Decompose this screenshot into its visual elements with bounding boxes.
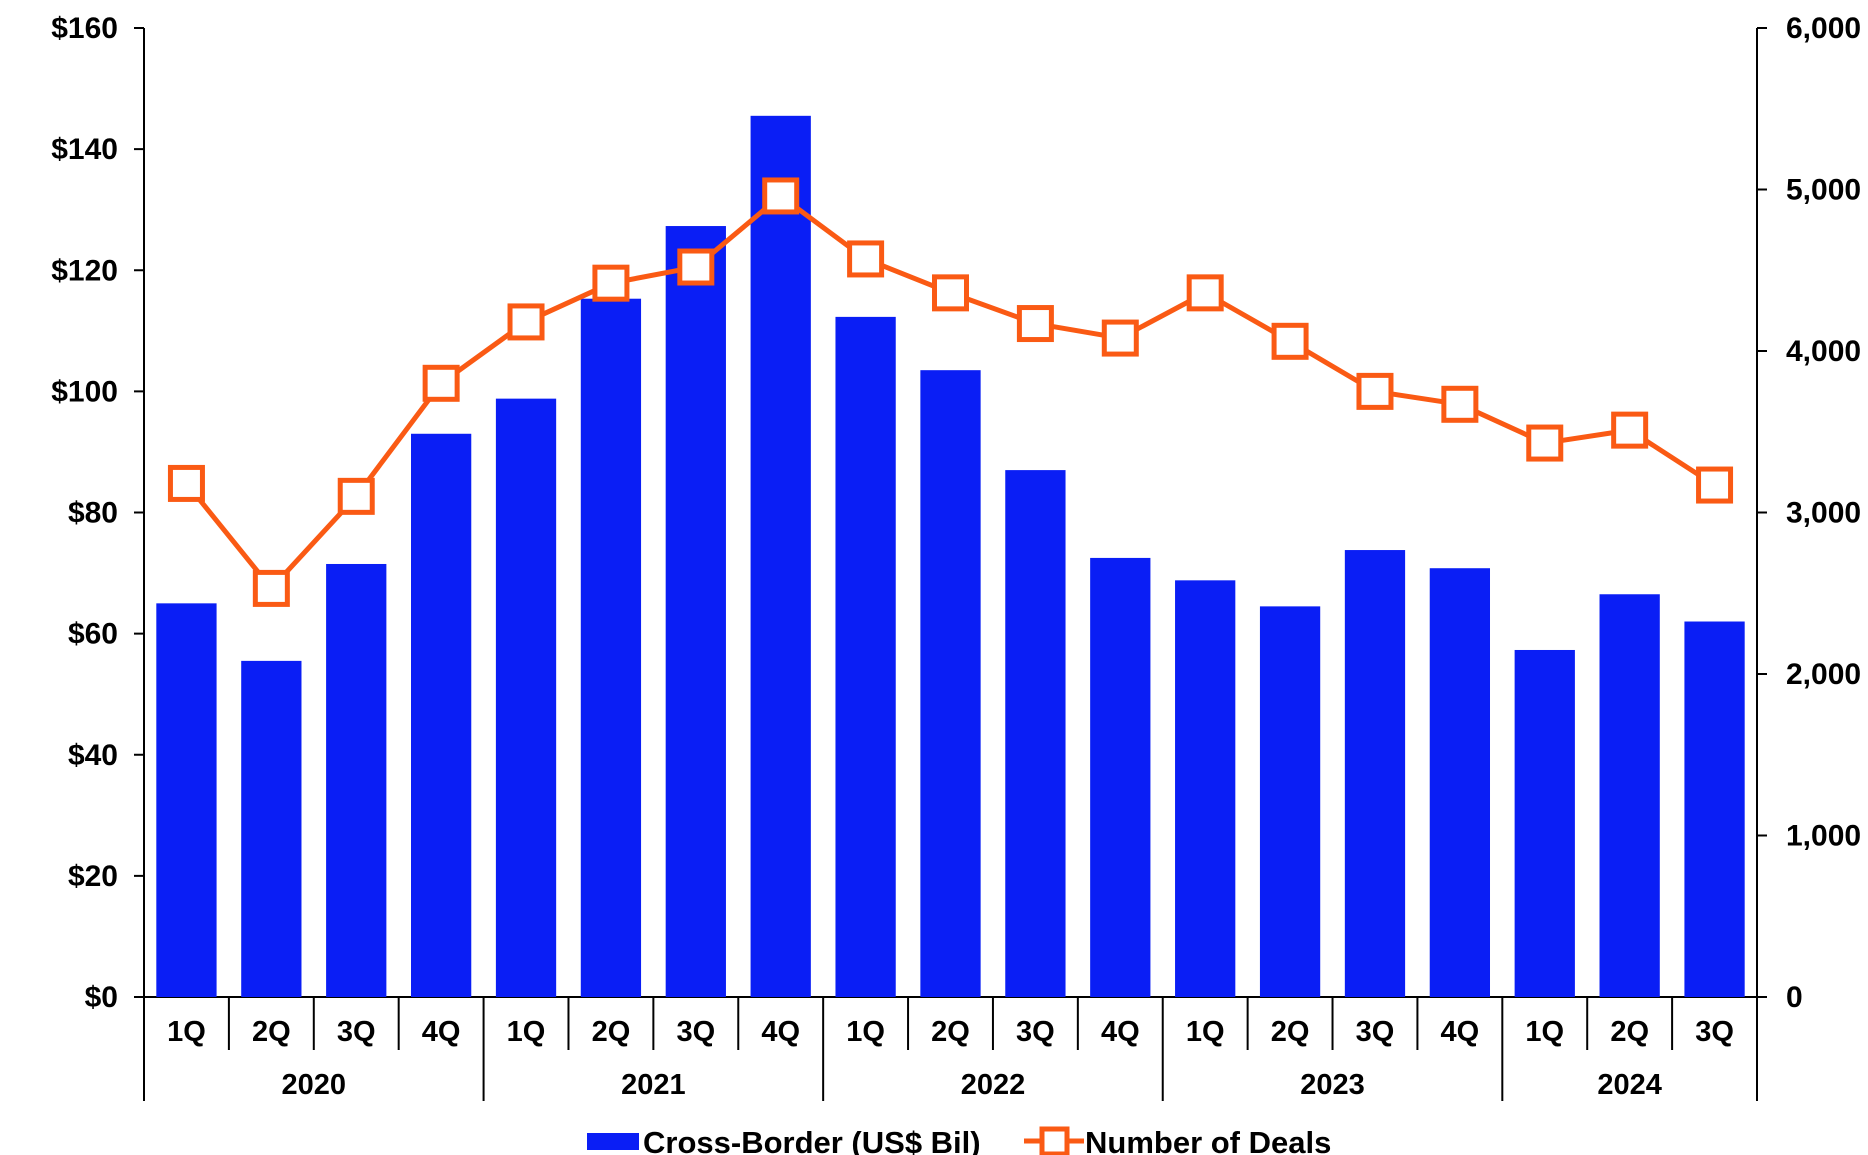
left-axis-ticks: $0 $20 $40 $60 $80 $100 $120 $140 $160 [51,12,144,1014]
deals-marker [167,464,205,502]
quarter-label: 4Q [1101,1016,1140,1048]
quarter-label: 3Q [1695,1016,1734,1048]
quarter-label: 2Q [1271,1016,1310,1048]
left-tick-label: $140 [51,133,118,166]
bar [241,660,302,997]
deals-marker [1441,385,1479,423]
deals-marker [1101,319,1139,357]
quarter-label: 2Q [1610,1016,1649,1048]
left-tick-label: $0 [85,981,118,1014]
legend-label-line: Number of Deals [1085,1125,1331,1155]
right-axis-ticks: 0 1,000 2,000 3,000 4,000 5,000 6,000 [1757,12,1861,1014]
left-tick-label: $40 [68,739,118,772]
quarter-label: 4Q [1441,1016,1480,1048]
left-tick-label: $60 [68,618,118,651]
quarter-label: 1Q [1525,1016,1564,1048]
legend: Cross-Border (US$ Bil) Number of Deals [587,1125,1331,1155]
deals-marker [507,303,545,341]
deals-marker [422,364,460,402]
quarter-label: 3Q [676,1016,715,1048]
deals-marker [932,274,969,312]
bar [1005,470,1066,997]
bar [1090,557,1151,997]
bar [1684,621,1745,997]
year-label: 2024 [1597,1069,1662,1101]
right-tick-label: 6,000 [1786,12,1861,45]
bar [495,398,557,998]
year-label: 2021 [621,1069,686,1101]
bar [580,298,642,998]
deals-marker [847,240,885,278]
bar-series [156,115,1745,998]
deals-marker [337,477,375,515]
deals-marker [1526,424,1564,462]
bar [835,316,896,997]
deals-marker [677,248,715,286]
quarter-label: 3Q [1016,1016,1055,1048]
quarter-label: 2Q [592,1016,631,1048]
year-label: 2020 [282,1069,347,1101]
deals-marker [1611,411,1649,449]
quarter-label: 3Q [1356,1016,1395,1048]
deals-marker [252,569,290,607]
quarter-label: 1Q [507,1016,546,1048]
line-series [167,177,1734,607]
left-tick-label: $80 [68,497,118,530]
bar [156,603,217,997]
bar [1344,550,1406,997]
quarter-label: 4Q [422,1016,461,1048]
bar [410,433,472,997]
bar [1175,580,1236,997]
right-tick-label: 0 [1786,981,1803,1014]
right-tick-label: 4,000 [1786,335,1861,368]
quarter-label: 4Q [761,1016,800,1048]
right-tick-label: 5,000 [1786,174,1861,207]
legend-label-bar: Cross-Border (US$ Bil) [643,1125,981,1155]
right-tick-label: 1,000 [1786,820,1861,853]
bar [1429,568,1491,997]
quarter-label: 1Q [167,1016,206,1048]
deals-marker [1186,274,1224,312]
left-tick-label: $120 [51,254,118,287]
right-tick-label: 3,000 [1786,497,1861,530]
bar [326,563,387,997]
quarter-label: 3Q [337,1016,376,1048]
legend-swatch-marker [1039,1126,1070,1155]
deals-marker [762,177,800,215]
bar [1514,649,1575,997]
bar [665,226,726,997]
quarter-label: 2Q [931,1016,970,1048]
deals-marker [1696,466,1734,504]
bar [1259,606,1321,997]
deals-marker [1016,305,1054,343]
year-label: 2023 [1300,1069,1365,1101]
legend-swatch-bar [587,1133,639,1150]
quarter-label: 1Q [846,1016,885,1048]
bar [750,115,811,998]
left-tick-label: $160 [51,12,118,45]
left-tick-label: $20 [68,860,118,893]
right-tick-label: 2,000 [1786,658,1861,691]
year-label: 2022 [961,1069,1026,1101]
deals-marker [592,264,630,302]
left-tick-label: $100 [51,375,118,408]
deals-marker [1271,322,1309,360]
quarter-label: 2Q [252,1016,291,1048]
quarter-label: 1Q [1186,1016,1225,1048]
bar [1599,594,1660,997]
deals-marker [1356,372,1394,410]
bar [920,370,981,998]
x-axis-labels: 1Q 2Q 3Q 4Q 1Q 2Q 3Q 4Q 1Q 2Q 3Q 4Q 1Q 2Q 3Q 4Q 1Q 2Q 3Q 20… [167,997,1734,1101]
